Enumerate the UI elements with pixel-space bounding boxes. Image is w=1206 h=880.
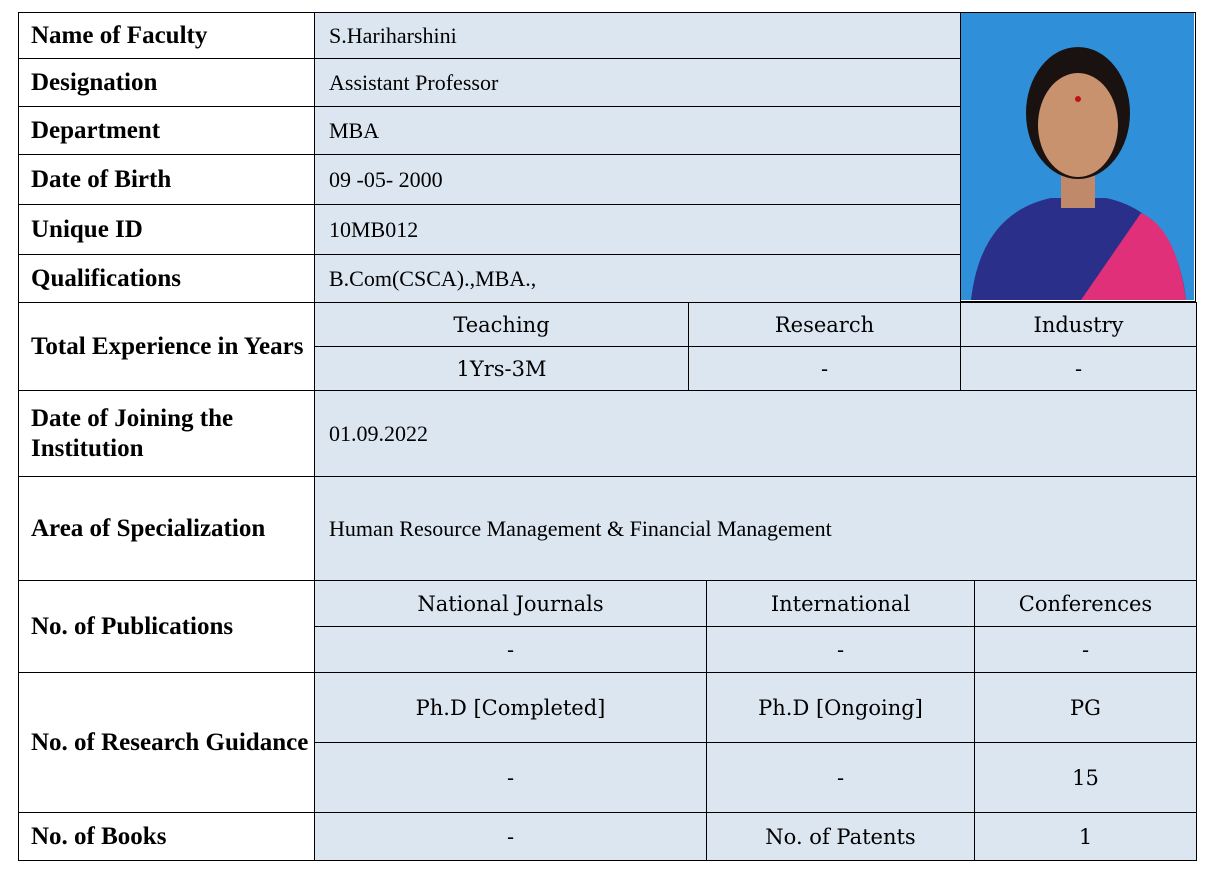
column-value: 1Yrs-3M [314, 346, 689, 391]
field-value: 10MB012 [314, 204, 961, 255]
field-label-text: Qualifications [31, 264, 182, 292]
column-value-text: - [506, 765, 515, 790]
column-value-text: - [820, 356, 829, 381]
field-label: No. of Research Guidance [18, 672, 315, 813]
column-header: Conferences [974, 580, 1197, 627]
field-value-text: Human Resource Management & Financial Ma… [329, 515, 832, 541]
column-header: Industry [960, 302, 1197, 347]
column-header-text: Ph.D [Completed] [415, 695, 606, 720]
field-label: No. of Books [18, 812, 315, 861]
field-value-text: 1 [1078, 824, 1093, 849]
field-label: No. of Patents [706, 812, 975, 861]
field-value: Human Resource Management & Financial Ma… [314, 476, 1197, 581]
field-value: - [314, 812, 707, 861]
column-header: PG [974, 672, 1197, 743]
column-value: - [960, 346, 1197, 391]
column-header-text: PG [1070, 695, 1101, 720]
field-label-text: No. of Research Guidance [31, 728, 309, 756]
column-value: - [688, 346, 961, 391]
column-header: National Journals [314, 580, 707, 627]
column-value: - [706, 626, 975, 673]
field-value: B.Com(CSCA).,MBA., [314, 254, 961, 303]
column-value: - [314, 626, 707, 673]
column-header: International [706, 580, 975, 627]
field-value-text: 01.09.2022 [329, 420, 428, 446]
column-value-text: - [836, 765, 845, 790]
column-value: - [706, 742, 975, 813]
photo-face [1038, 73, 1118, 177]
field-label-text: Total Experience in Years [31, 332, 304, 360]
field-label-text: No. of Publications [31, 612, 234, 640]
field-value: 09 -05- 2000 [314, 154, 961, 205]
field-value: 01.09.2022 [314, 390, 1197, 477]
field-value-text: S.Hariharshini [329, 22, 457, 48]
column-header-text: Conferences [1018, 591, 1153, 616]
column-header: Ph.D [Completed] [314, 672, 707, 743]
photo-saree-border [1081, 213, 1186, 300]
field-value: 1 [974, 812, 1197, 861]
field-label: Department [18, 106, 315, 155]
column-header-text: International [770, 591, 911, 616]
column-header: Teaching [314, 302, 689, 347]
field-value-text: Assistant Professor [329, 69, 499, 95]
field-value-text: B.Com(CSCA).,MBA., [329, 265, 537, 291]
field-value: Assistant Professor [314, 58, 961, 107]
field-value-text: 10MB012 [329, 216, 419, 242]
column-header-text: Industry [1033, 312, 1124, 337]
field-label: Area of Specialization [18, 476, 315, 581]
column-header-text: Ph.D [Ongoing] [758, 695, 923, 720]
field-label-text: Area of Specialization [31, 514, 266, 542]
column-header: Ph.D [Ongoing] [706, 672, 975, 743]
column-value-text: - [836, 637, 845, 662]
column-value-text: - [1081, 637, 1090, 662]
faculty-photo [960, 12, 1196, 302]
field-label-text: Unique ID [31, 215, 143, 243]
field-label-text: No. of Patents [765, 824, 916, 849]
column-value: 15 [974, 742, 1197, 813]
field-value: S.Hariharshini [314, 12, 961, 59]
column-header-text: Teaching [453, 312, 550, 337]
column-value-text: 15 [1072, 765, 1099, 790]
field-label: Date of Joining the Institution [18, 390, 315, 477]
column-value: - [314, 742, 707, 813]
column-value: - [974, 626, 1197, 673]
field-value: MBA [314, 106, 961, 155]
column-value-text: - [1074, 356, 1083, 381]
field-value-text: - [506, 824, 515, 849]
field-label-text: No. of Books [31, 822, 167, 850]
photo-portrait [961, 13, 1194, 300]
column-header-text: Research [774, 312, 875, 337]
field-label: Total Experience in Years [18, 302, 315, 391]
field-label: Unique ID [18, 204, 315, 255]
column-header-text: National Journals [417, 591, 604, 616]
column-header: Research [688, 302, 961, 347]
field-label-text: Department [31, 116, 161, 144]
field-label-text: Name of Faculty [31, 21, 208, 49]
field-label: Designation [18, 58, 315, 107]
field-value-text: 09 -05- 2000 [329, 166, 443, 192]
field-label: Date of Birth [18, 154, 315, 205]
field-label: Qualifications [18, 254, 315, 303]
column-value-text: - [506, 637, 515, 662]
field-label: No. of Publications [18, 580, 315, 673]
field-label-text: Date of Birth [31, 165, 172, 193]
field-label-text: Date of Joining the Institution [31, 404, 234, 462]
field-value-text: MBA [329, 117, 380, 143]
column-value-text: 1Yrs-3M [456, 356, 547, 381]
field-label-text: Designation [31, 68, 158, 96]
field-label: Name of Faculty [18, 12, 315, 59]
photo-bindi [1075, 96, 1081, 102]
